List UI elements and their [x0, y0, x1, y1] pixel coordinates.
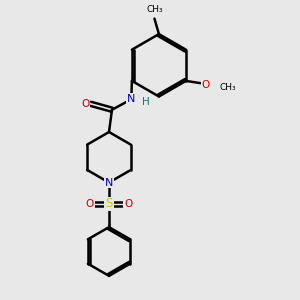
Text: H: H	[142, 97, 150, 107]
Text: O: O	[85, 199, 94, 209]
Text: CH₃: CH₃	[220, 83, 236, 92]
Text: N: N	[105, 178, 113, 188]
Text: O: O	[202, 80, 210, 90]
Text: O: O	[81, 99, 89, 109]
Text: S: S	[105, 197, 113, 210]
Text: N: N	[127, 94, 136, 104]
Text: O: O	[124, 199, 132, 209]
Text: CH₃: CH₃	[146, 5, 163, 14]
